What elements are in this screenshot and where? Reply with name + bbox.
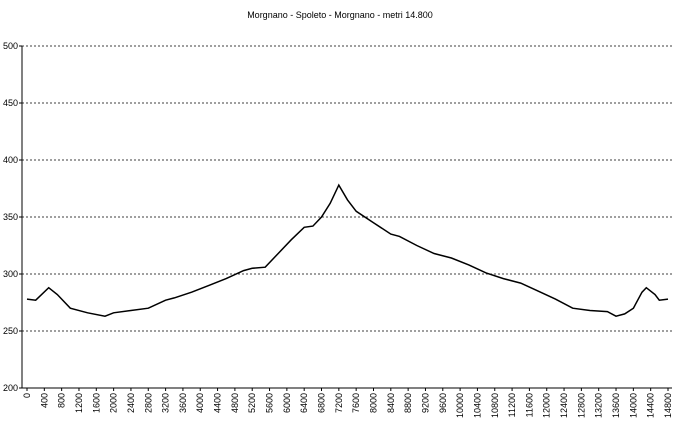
x-tick-label: 5200 (247, 393, 257, 413)
x-tick-label: 7200 (334, 393, 344, 413)
x-tick-label: 10800 (490, 393, 500, 418)
x-tick-label: 8400 (386, 393, 396, 413)
y-tick-label: 300 (3, 269, 18, 279)
x-tick-label: 10000 (455, 393, 465, 418)
x-tick-label: 14800 (663, 393, 673, 418)
x-tick-label: 400 (39, 393, 49, 408)
x-tick-label: 0 (22, 393, 32, 398)
x-tick-label: 13200 (594, 393, 604, 418)
x-tick-label: 12800 (576, 393, 586, 418)
x-tick-label: 14400 (646, 393, 656, 418)
x-tick-label: 11600 (524, 393, 534, 417)
x-tick-label: 2000 (109, 393, 119, 413)
chart-title: Morgnano - Spoleto - Morgnano - metri 14… (247, 10, 433, 20)
x-tick-label: 9600 (438, 393, 448, 413)
x-tick-label: 3600 (178, 393, 188, 413)
y-tick-label: 200 (3, 383, 18, 393)
y-tick-label: 350 (3, 212, 18, 222)
x-tick-label: 13600 (611, 393, 621, 418)
x-tick-label: 6800 (317, 393, 327, 413)
y-tick-label: 450 (3, 98, 18, 108)
x-tick-label: 5600 (265, 393, 275, 413)
y-tick-label: 400 (3, 155, 18, 165)
y-tick-label: 250 (3, 326, 18, 336)
x-tick-label: 4000 (195, 393, 205, 413)
x-tick-label: 6400 (299, 393, 309, 413)
y-tick-label: 500 (3, 41, 18, 51)
x-tick-label: 2400 (126, 393, 136, 413)
x-tick-label: 8000 (368, 393, 378, 413)
x-tick-label: 7600 (351, 393, 361, 413)
x-tick-label: 6000 (282, 393, 292, 413)
x-tick-label: 4800 (230, 393, 240, 413)
x-tick-label: 800 (57, 393, 67, 408)
x-tick-label: 14000 (628, 393, 638, 418)
x-tick-label: 2800 (143, 393, 153, 413)
line (26, 183, 669, 318)
x-tick-label: 3200 (161, 393, 171, 413)
x-tick-label: 11200 (507, 393, 517, 417)
x-tick-label: 1600 (91, 393, 101, 413)
x-tick-label: 12400 (559, 393, 569, 418)
x-tick-label: 12000 (542, 393, 552, 418)
x-tick-label: 8800 (403, 393, 413, 413)
x-tick-label: 10400 (472, 393, 482, 418)
x-tick-label: 9200 (420, 393, 430, 413)
x-tick-label: 1200 (74, 393, 84, 413)
x-tick-label: 4400 (213, 393, 223, 413)
